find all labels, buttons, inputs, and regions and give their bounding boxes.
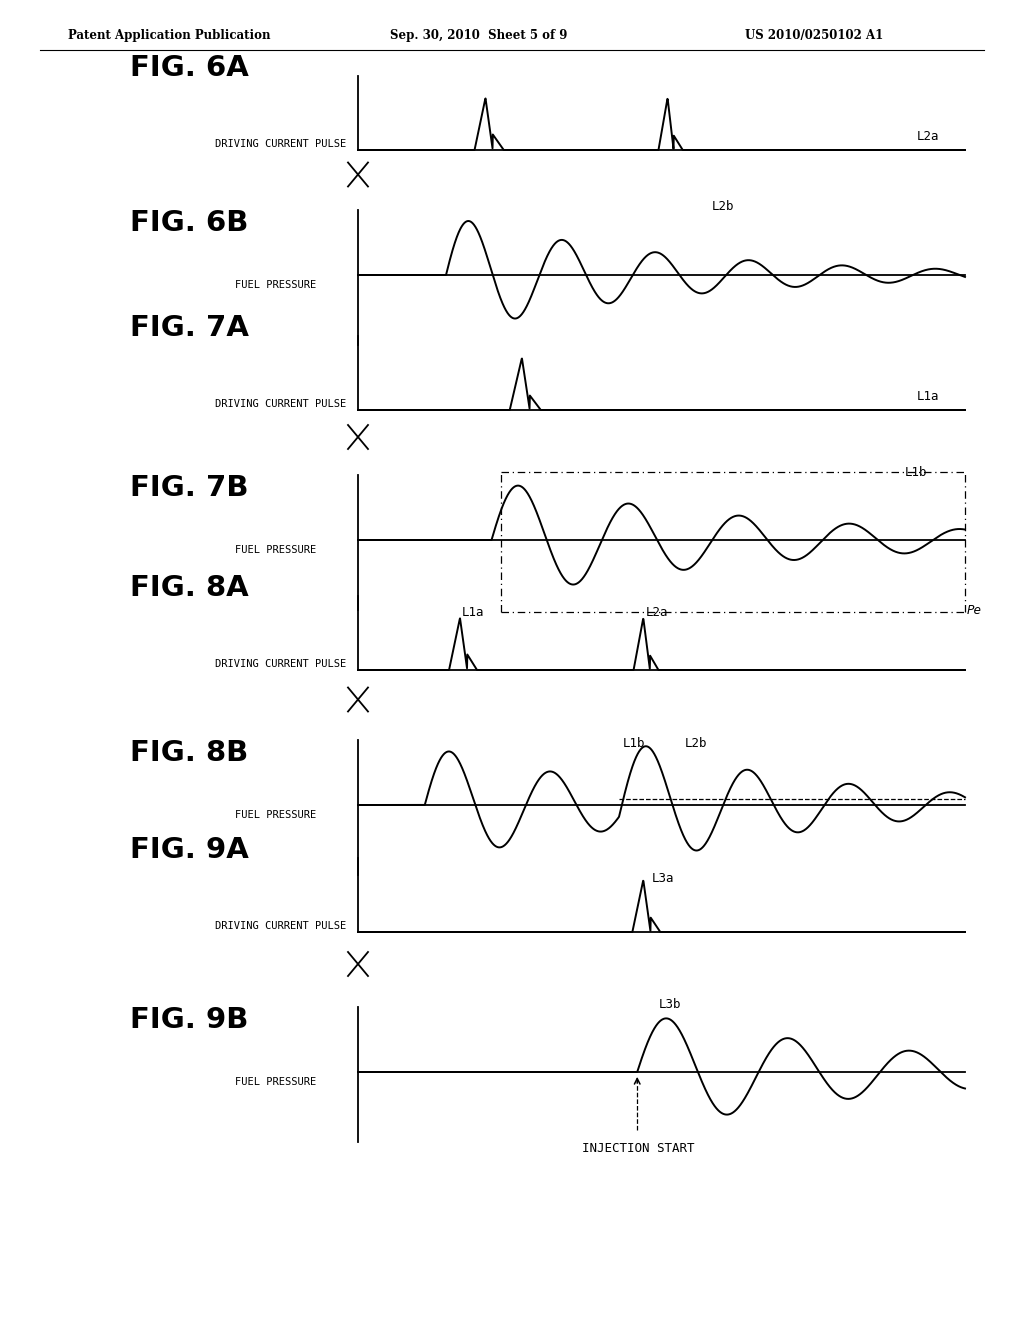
Text: FUEL PRESSURE: FUEL PRESSURE	[234, 280, 316, 290]
Text: FIG. 8A: FIG. 8A	[130, 574, 249, 602]
Text: L1b: L1b	[905, 466, 928, 479]
Text: L1a: L1a	[462, 606, 484, 619]
Text: L1a: L1a	[918, 389, 939, 403]
Text: US 2010/0250102 A1: US 2010/0250102 A1	[745, 29, 884, 41]
Text: L2a: L2a	[918, 129, 939, 143]
Text: FIG. 6B: FIG. 6B	[130, 209, 249, 238]
Text: L2b: L2b	[685, 737, 708, 750]
Text: L2b: L2b	[713, 201, 734, 213]
Text: DRIVING CURRENT PULSE: DRIVING CURRENT PULSE	[215, 139, 346, 149]
Text: L2a: L2a	[645, 606, 668, 619]
Text: FIG. 9B: FIG. 9B	[130, 1006, 249, 1034]
Text: L1b: L1b	[624, 737, 645, 750]
Text: DRIVING CURRENT PULSE: DRIVING CURRENT PULSE	[215, 659, 346, 669]
Text: FIG. 8B: FIG. 8B	[130, 739, 248, 767]
Text: INJECTION START: INJECTION START	[583, 1142, 694, 1155]
Text: DRIVING CURRENT PULSE: DRIVING CURRENT PULSE	[215, 399, 346, 409]
Text: FUEL PRESSURE: FUEL PRESSURE	[234, 810, 316, 820]
Text: FIG. 7A: FIG. 7A	[130, 314, 249, 342]
Text: L3a: L3a	[651, 873, 674, 884]
Text: FUEL PRESSURE: FUEL PRESSURE	[234, 545, 316, 554]
Text: FIG. 6A: FIG. 6A	[130, 54, 249, 82]
Text: DRIVING CURRENT PULSE: DRIVING CURRENT PULSE	[215, 921, 346, 931]
Text: FIG. 7B: FIG. 7B	[130, 474, 249, 502]
Text: Sep. 30, 2010  Sheet 5 of 9: Sep. 30, 2010 Sheet 5 of 9	[390, 29, 567, 41]
Text: Pe: Pe	[967, 605, 982, 616]
Text: L3b: L3b	[658, 998, 681, 1011]
Text: FIG. 9A: FIG. 9A	[130, 836, 249, 865]
Text: Patent Application Publication: Patent Application Publication	[68, 29, 270, 41]
Text: FUEL PRESSURE: FUEL PRESSURE	[234, 1077, 316, 1086]
